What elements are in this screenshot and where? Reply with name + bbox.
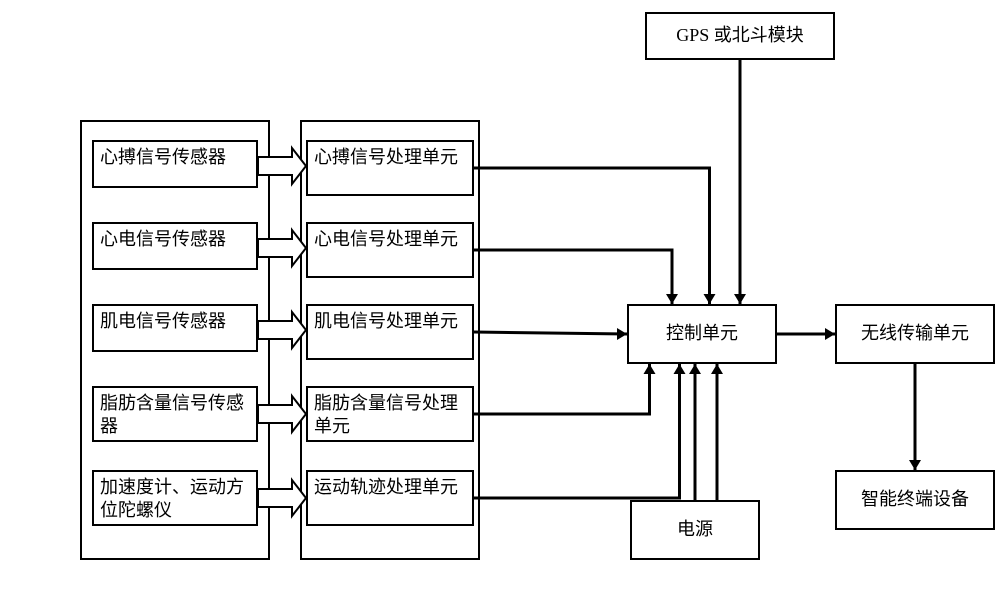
sensor-heartbeat-box: 心搏信号传感器 [92,140,258,188]
control-unit-label: 控制单元 [666,322,738,345]
proc-ecg-label: 心电信号处理单元 [314,228,458,251]
power-label: 电源 [677,518,713,541]
proc-emg-box: 肌电信号处理单元 [306,304,474,360]
sensor-heartbeat-label: 心搏信号传感器 [100,146,226,169]
gps-module-box: GPS 或北斗模块 [645,12,835,60]
sensor-emg-box: 肌电信号传感器 [92,304,258,352]
proc-fat-label: 脂肪含量信号处理单元 [314,392,466,439]
proc-fat-box: 脂肪含量信号处理单元 [306,386,474,442]
proc-emg-label: 肌电信号处理单元 [314,310,458,333]
power-box: 电源 [630,500,760,560]
sensor-motion-box: 加速度计、运动方位陀螺仪 [92,470,258,526]
proc-trajectory-label: 运动轨迹处理单元 [314,476,458,499]
proc-heartbeat-label: 心搏信号处理单元 [314,146,458,169]
sensor-emg-label: 肌电信号传感器 [100,310,226,333]
wireless-unit-box: 无线传输单元 [835,304,995,364]
control-unit-box: 控制单元 [627,304,777,364]
sensor-fat-box: 脂肪含量信号传感器 [92,386,258,442]
sensor-fat-label: 脂肪含量信号传感器 [100,392,250,439]
sensor-ecg-box: 心电信号传感器 [92,222,258,270]
proc-ecg-box: 心电信号处理单元 [306,222,474,278]
terminal-label: 智能终端设备 [861,488,969,511]
wireless-unit-label: 无线传输单元 [861,322,969,345]
terminal-box: 智能终端设备 [835,470,995,530]
proc-heartbeat-box: 心搏信号处理单元 [306,140,474,196]
sensor-motion-label: 加速度计、运动方位陀螺仪 [100,476,250,523]
proc-trajectory-box: 运动轨迹处理单元 [306,470,474,526]
sensor-ecg-label: 心电信号传感器 [100,228,226,251]
gps-label: GPS 或北斗模块 [676,24,804,47]
